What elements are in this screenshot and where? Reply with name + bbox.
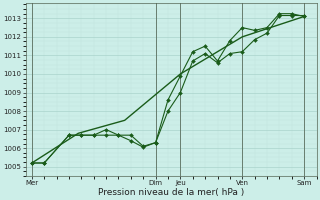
X-axis label: Pression niveau de la mer( hPa ): Pression niveau de la mer( hPa ) [98, 188, 244, 197]
